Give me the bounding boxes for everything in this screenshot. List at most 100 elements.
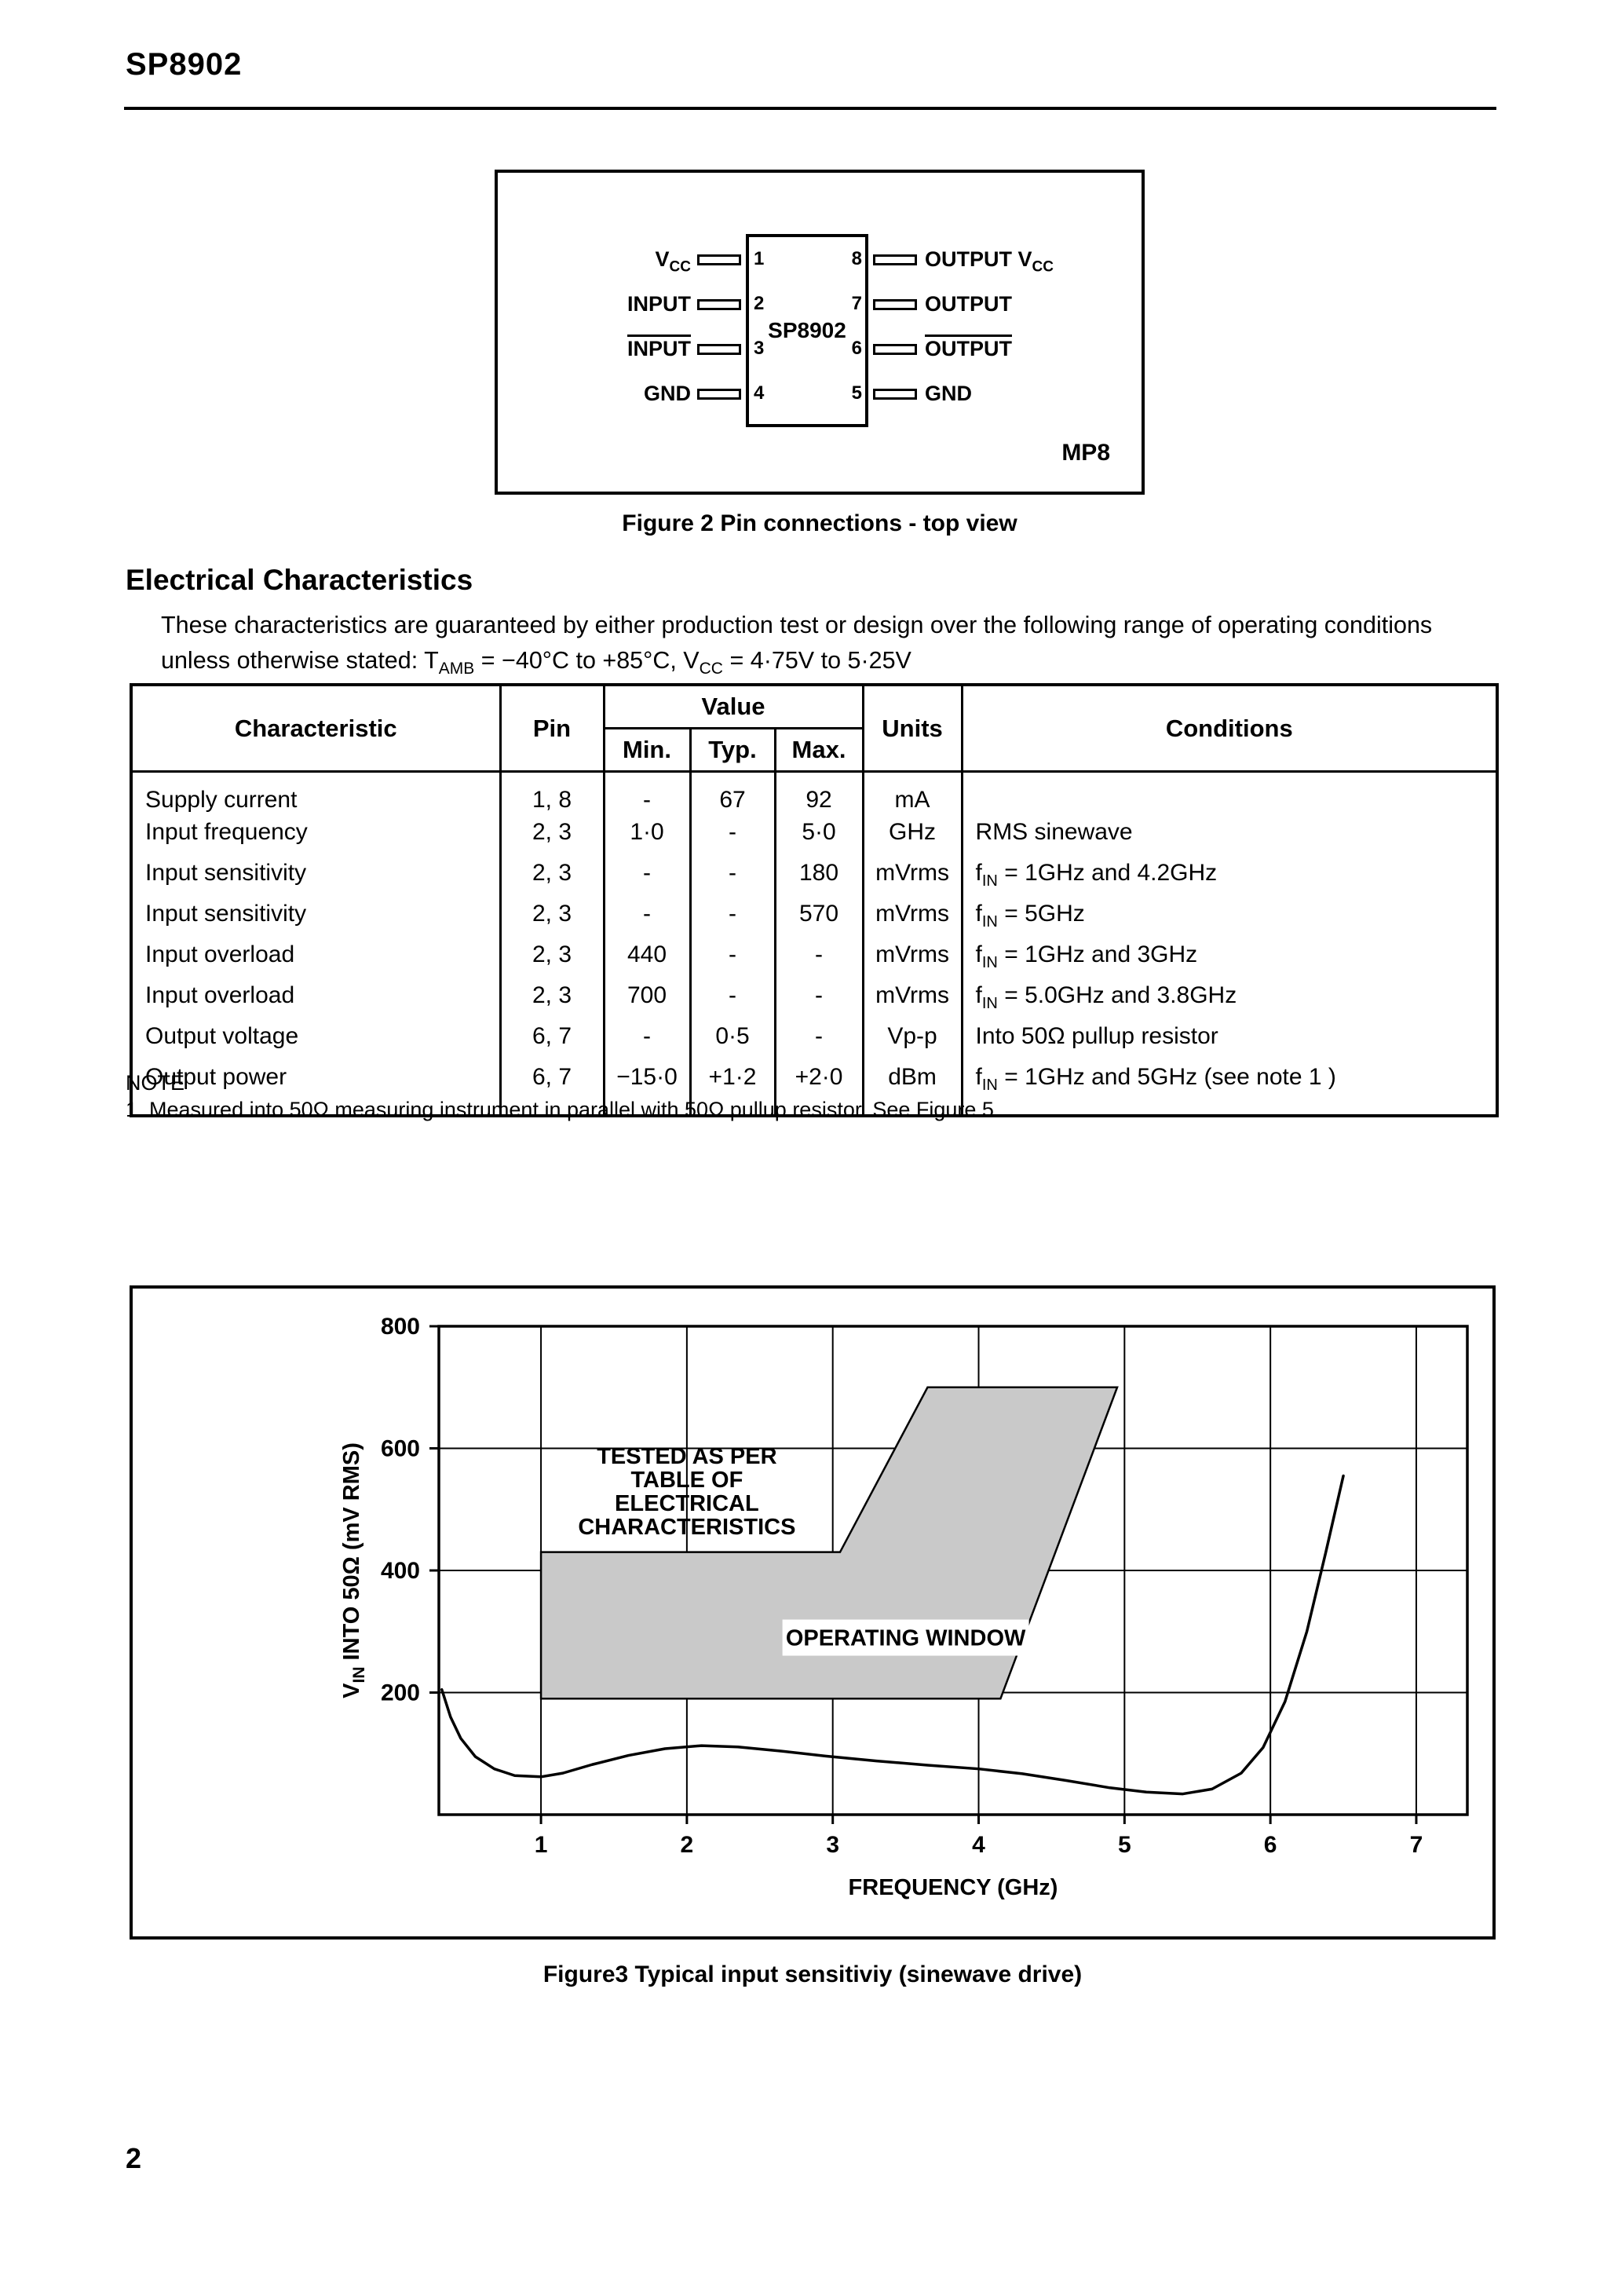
header-rule	[124, 107, 1496, 110]
pin-label: OUTPUT	[925, 292, 1012, 316]
svg-text:400: 400	[381, 1558, 420, 1584]
cell-characteristic: Input sensitivity	[130, 857, 502, 898]
cell-typ: -	[689, 979, 776, 1020]
cell-typ: -	[689, 938, 776, 979]
cell-characteristic: Input frequency	[130, 816, 502, 857]
cell-pin: 2, 3	[499, 938, 605, 979]
svg-text:1: 1	[535, 1832, 548, 1858]
cell-characteristic: Input overload	[130, 979, 502, 1020]
cell-max: -	[773, 1020, 864, 1061]
svg-text:TESTED AS PER: TESTED AS PER	[597, 1444, 776, 1469]
electrical-characteristics-table: Characteristic Pin Value Units Condition…	[130, 683, 1500, 1117]
cell-pin: 6, 7	[499, 1020, 605, 1061]
cell-characteristic: Input sensitivity	[130, 898, 502, 938]
cell-max: 5·0	[773, 816, 864, 857]
cell-typ: 0·5	[689, 1020, 776, 1061]
cell-conditions: fIN = 1GHz and 3GHz	[960, 938, 1499, 979]
table-row: Input sensitivity 2, 3 - - 180 mVrms fIN…	[130, 857, 1499, 898]
pin-number: 2	[754, 293, 765, 314]
cell-units: dBm	[861, 1061, 963, 1116]
cell-max: -	[773, 938, 864, 979]
cell-typ: -	[689, 898, 776, 938]
section-intro: These characteristics are guaranteed by …	[161, 608, 1496, 686]
pin-label: VCC	[655, 247, 691, 276]
pin-lead-icon	[697, 389, 741, 400]
pin-lead-icon	[873, 389, 917, 400]
pin-number: 1	[754, 248, 765, 269]
pin-label: INPUT	[627, 337, 691, 360]
cell-min: -	[602, 898, 692, 938]
cell-min: 1·0	[602, 816, 692, 857]
cell-pin: 2, 3	[499, 816, 605, 857]
header-value: Value	[602, 683, 864, 729]
pin-row-1: VCC 1	[498, 247, 1142, 275]
cell-units: mVrms	[861, 979, 963, 1020]
cell-units: mVrms	[861, 938, 963, 979]
pin-number: 5	[851, 382, 862, 404]
svg-text:800: 800	[381, 1314, 420, 1340]
header-typ: Typ.	[689, 727, 776, 773]
cell-min: -	[602, 771, 692, 816]
cell-units: mA	[861, 771, 963, 816]
header-characteristic: Characteristic	[130, 683, 502, 773]
pin-row-3: INPUT 3	[498, 337, 1142, 360]
cell-conditions: fIN = 5GHz	[960, 898, 1499, 938]
header-pin: Pin	[499, 683, 605, 773]
cell-units: mVrms	[861, 857, 963, 898]
pin-label: INPUT	[627, 292, 691, 316]
cell-pin: 2, 3	[499, 898, 605, 938]
intro-line-2: unless otherwise stated: TAMB = −40°C to…	[161, 647, 911, 678]
intro-line-1: These characteristics are guaranteed by …	[161, 612, 1433, 638]
pin-lead-icon	[697, 344, 741, 355]
svg-text:FREQUENCY (GHz): FREQUENCY (GHz)	[849, 1875, 1058, 1900]
cell-typ: +1·2	[689, 1061, 776, 1116]
pin-number: 6	[851, 338, 862, 359]
page-title: SP8902	[126, 47, 243, 82]
chip-label: SP8902	[768, 318, 846, 342]
svg-text:OPERATING WINDOW: OPERATING WINDOW	[786, 1626, 1026, 1651]
svg-text:3: 3	[826, 1832, 839, 1858]
cell-typ: -	[689, 816, 776, 857]
cell-min: 440	[602, 938, 692, 979]
svg-text:7: 7	[1410, 1832, 1423, 1858]
cell-typ: 67	[689, 771, 776, 816]
pin-lead-icon	[697, 254, 741, 265]
table-row: Input sensitivity 2, 3 - - 570 mVrms fIN…	[130, 898, 1499, 938]
ic-package-outline: SP8902	[746, 234, 868, 427]
cell-characteristic: Supply current	[130, 771, 502, 816]
svg-text:5: 5	[1118, 1832, 1131, 1858]
cell-min: -	[602, 857, 692, 898]
pin-label: OUTPUT	[925, 337, 1012, 360]
cell-conditions: fIN = 1GHz and 5GHz (see note 1 )	[960, 1061, 1499, 1116]
header-conditions: Conditions	[960, 683, 1499, 773]
cell-conditions: RMS sinewave	[960, 816, 1499, 857]
pin-row-5: 5 GND	[498, 382, 1142, 405]
table-row: Input overload 2, 3 440 - - mVrms fIN = …	[130, 938, 1499, 979]
section-heading: Electrical Characteristics	[126, 564, 473, 596]
svg-text:ELECTRICAL: ELECTRICAL	[615, 1491, 759, 1516]
svg-text:2: 2	[681, 1832, 694, 1858]
pin-number: 3	[754, 338, 765, 359]
pin-number: 7	[851, 293, 862, 314]
pin-number: 4	[754, 382, 765, 404]
pin-row-2: INPUT 2	[498, 292, 1142, 316]
package-label: MP8	[1061, 440, 1110, 466]
table-row: Input overload 2, 3 700 - - mVrms fIN = …	[130, 979, 1499, 1020]
cell-characteristic: Output power	[130, 1061, 502, 1116]
sensitivity-chart-figure: 1 2 3 4 5 6 7 200 400 600 800 TESTED AS PER TABLE OF…	[130, 1285, 1496, 1940]
cell-pin: 1, 8	[499, 771, 605, 816]
cell-conditions	[960, 771, 1499, 816]
cell-characteristic: Input overload	[130, 938, 502, 979]
pin-lead-icon	[873, 344, 917, 355]
cell-max: -	[773, 979, 864, 1020]
cell-pin: 2, 3	[499, 857, 605, 898]
pin-row-6: 6 OUTPUT	[498, 337, 1142, 360]
pin-lead-icon	[873, 254, 917, 265]
cell-max: 180	[773, 857, 864, 898]
pin-row-8: 8 OUTPUT VCC	[498, 247, 1142, 275]
pin-label: GND	[644, 382, 691, 405]
table-row: Output voltage 6, 7 - 0·5 - Vp-p Into 50…	[130, 1020, 1499, 1061]
cell-max: +2·0	[773, 1061, 864, 1116]
